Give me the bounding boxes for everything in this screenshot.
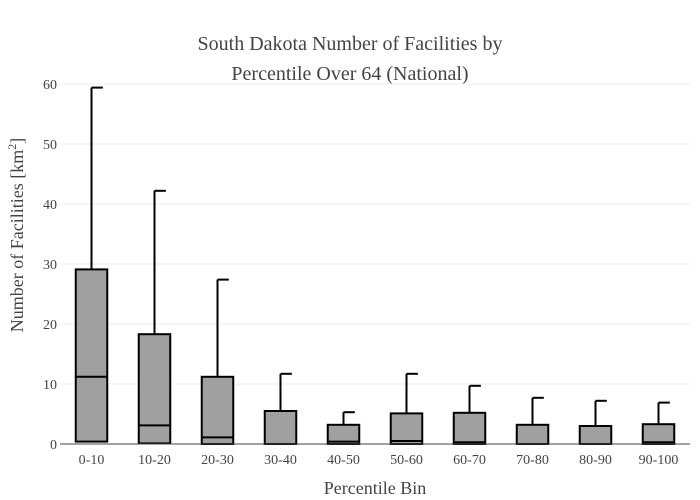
box-70-80 (515, 396, 550, 445)
box-rect (137, 333, 172, 445)
y-tick-label: 40 (43, 198, 57, 213)
box-10-20 (137, 189, 172, 445)
x-axis-label: Percentile Bin (324, 478, 426, 498)
box-80-90 (578, 399, 613, 445)
box-rect (74, 268, 109, 443)
box-0-10 (74, 86, 109, 443)
x-tick-label: 40-50 (327, 453, 360, 468)
box-90-100 (641, 401, 676, 446)
x-tick-label: 60-70 (453, 453, 486, 468)
x-tick-label: 10-20 (138, 453, 171, 468)
chart-title-line-1: South Dakota Number of Facilities by (198, 33, 503, 55)
x-tick-label: 80-90 (579, 453, 612, 468)
box-50-60 (389, 372, 424, 445)
y-axis-label-superscript: 2 (5, 144, 19, 150)
y-axis-label-end: ] (7, 138, 27, 144)
box-rect (389, 412, 424, 445)
box-60-70 (452, 384, 487, 445)
y-axis-label: Number of Facilities [km2] (5, 138, 27, 332)
y-tick-label: 50 (43, 138, 57, 153)
y-tick-label: 30 (43, 258, 57, 273)
box-rect (641, 423, 676, 446)
y-tick-label: 0 (50, 438, 57, 453)
box-rect (452, 411, 487, 445)
x-tick-label: 0-10 (79, 453, 105, 468)
box-20-30 (200, 278, 235, 445)
x-tick-label: 30-40 (264, 453, 297, 468)
y-grid (60, 83, 690, 385)
box-rect (263, 410, 298, 445)
box-40-50 (326, 411, 361, 445)
chart-title-line-2: Percentile Over 64 (National) (231, 63, 468, 85)
y-tick-label: 10 (43, 378, 57, 393)
y-axis-label-text: Number of Facilities [km (7, 150, 27, 332)
x-tick-label: 20-30 (201, 453, 234, 468)
box-rect (578, 425, 613, 445)
box-rect (200, 375, 235, 445)
x-tick-label: 50-60 (390, 453, 423, 468)
y-tick-label: 60 (43, 78, 57, 93)
x-tick-label: 70-80 (516, 453, 549, 468)
y-tick-label: 20 (43, 318, 57, 333)
x-tick-label: 90-100 (639, 453, 679, 468)
box-rect (515, 423, 550, 445)
y-tick-labels: 0 10 20 30 40 50 60 (43, 78, 57, 453)
boxes (74, 86, 676, 446)
x-tick-labels: 0-10 10-20 20-30 30-40 40-50 50-60 60-70 70-80 8… (79, 453, 679, 468)
